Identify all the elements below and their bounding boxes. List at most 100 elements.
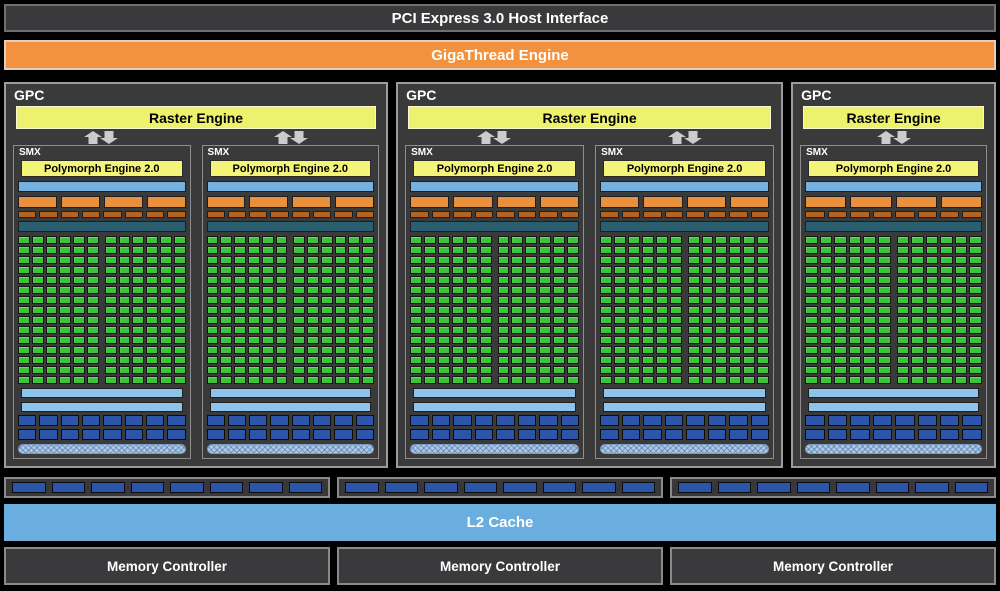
cuda-core	[261, 306, 274, 314]
dispatch-unit	[474, 211, 494, 218]
cuda-core	[362, 276, 375, 284]
cuda-core	[863, 306, 876, 314]
cuda-core	[954, 256, 968, 264]
cuda-core	[31, 306, 44, 314]
cuda-core	[465, 306, 478, 314]
cuda-core	[261, 296, 274, 304]
dispatch-unit	[750, 211, 770, 218]
cuda-core	[925, 316, 939, 324]
cuda-core	[497, 276, 510, 284]
cuda-core	[275, 366, 288, 374]
cuda-core	[863, 246, 876, 254]
cuda-core	[911, 276, 924, 284]
warp-scheduler-unit	[895, 196, 937, 208]
memory-interface-block	[12, 482, 46, 493]
cuda-core	[31, 326, 44, 334]
register-file-bar	[18, 221, 186, 232]
cuda-core	[969, 266, 983, 274]
cuda-core	[511, 336, 524, 344]
raster-engine-bar: Raster Engine	[16, 106, 377, 129]
cuda-core	[479, 306, 492, 314]
cuda-core	[863, 266, 876, 274]
cuda-core	[410, 286, 422, 294]
cuda-core	[173, 256, 186, 264]
memory-interface-block	[51, 482, 85, 493]
cuda-core	[969, 346, 983, 354]
cuda-core	[729, 236, 742, 244]
cuda-core	[159, 326, 172, 334]
cuda-core	[525, 326, 538, 334]
cuda-core	[701, 316, 714, 324]
cuda-core	[59, 326, 72, 334]
cuda-core	[86, 326, 99, 334]
cuda-core	[641, 236, 654, 244]
cuda-core	[206, 346, 219, 354]
cuda-core	[940, 356, 953, 364]
memory-interface-block	[288, 482, 322, 493]
cuda-core	[669, 276, 682, 284]
cuda-core	[348, 356, 361, 364]
cuda-core	[757, 316, 770, 324]
cuda-core	[173, 306, 186, 314]
cuda-core	[104, 316, 117, 324]
cuda-core	[497, 326, 510, 334]
memory-partition-row	[4, 477, 996, 498]
bidirectional-arrow-icon	[668, 130, 703, 144]
cuda-core	[701, 306, 714, 314]
texture-unit	[18, 415, 37, 426]
cuda-core	[132, 296, 145, 304]
cuda-core	[479, 376, 492, 384]
cuda-core	[669, 256, 682, 264]
register-file-bar	[600, 221, 770, 232]
cuda-core	[743, 306, 756, 314]
cuda-core	[73, 346, 85, 354]
cuda-core	[437, 276, 450, 284]
texture-unit	[103, 415, 122, 426]
texture-unit	[664, 429, 684, 440]
cuda-core	[410, 276, 422, 284]
cuda-core	[567, 336, 580, 344]
cuda-core	[567, 306, 580, 314]
cuda-core	[73, 336, 85, 344]
cuda-core	[31, 336, 44, 344]
cuda-core	[307, 376, 319, 384]
cuda-core	[834, 356, 847, 364]
cuda-core	[132, 266, 145, 274]
cuda-core	[247, 326, 260, 334]
cuda-core	[362, 336, 375, 344]
cuda-core	[275, 296, 288, 304]
cuda-core	[539, 346, 552, 354]
cuda-core	[293, 266, 306, 274]
cuda-core	[348, 366, 361, 374]
polymorph-engine-bar: Polymorph Engine 2.0	[21, 160, 183, 177]
cuda-core	[59, 316, 72, 324]
cuda-core	[969, 306, 983, 314]
cuda-core	[715, 256, 728, 264]
cuda-core	[627, 366, 640, 374]
cuda-core	[567, 346, 580, 354]
texture-unit	[81, 429, 101, 440]
cuda-core	[362, 376, 375, 384]
cuda-core	[59, 306, 72, 314]
texture-unit	[167, 429, 186, 440]
cuda-core	[567, 376, 580, 384]
cuda-core	[539, 376, 552, 384]
cuda-core	[159, 296, 172, 304]
cuda-core	[911, 286, 924, 294]
warp-scheduler-unit	[249, 196, 289, 208]
cuda-core	[834, 256, 847, 264]
core-grid	[410, 236, 580, 384]
dispatch-unit	[517, 211, 537, 218]
cuda-core	[479, 296, 492, 304]
warp-scheduler-unit	[729, 196, 770, 208]
cuda-core	[925, 346, 939, 354]
cuda-core	[146, 326, 158, 334]
cuda-core	[655, 336, 668, 344]
cuda-core	[423, 366, 436, 374]
cuda-core	[118, 366, 131, 374]
cuda-core	[261, 256, 274, 264]
cuda-core	[146, 306, 158, 314]
cuda-core	[18, 366, 30, 374]
cuda-core	[954, 276, 968, 284]
cuda-core	[423, 276, 436, 284]
